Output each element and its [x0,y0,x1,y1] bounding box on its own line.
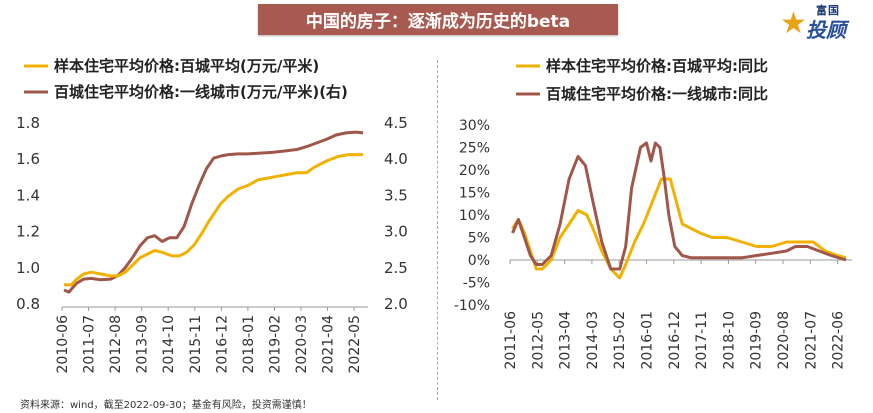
x-tick-label: 2022-05 [347,315,363,374]
x-tick-label: 2011-07 [82,315,98,374]
y-tick-label: 30% [459,118,490,134]
star-logo-icon: ★ [780,6,807,41]
x-tick-label: 2020-08 [776,311,792,370]
y-tick-label: 20% [459,163,490,179]
x-tick-label: 2018-10 [721,311,737,370]
y2-tick-label: 4.0 [384,150,408,168]
series-line-100city [64,153,364,287]
panel-divider [437,60,438,400]
chart-title: 中国的房子：逐渐成为历史的beta [305,12,571,32]
y2-tick-label: 2.5 [384,259,408,277]
x-tick-label: 2014-10 [161,315,177,374]
series-line-tier1-yoy [511,141,847,271]
series-line-tier1 [63,130,364,294]
y-tick-label: 1.6 [16,150,40,168]
x-tick-label: 2013-04 [558,311,574,370]
x-tick-label: 2016-01 [640,311,656,370]
x-tick-label: 2017-11 [694,311,710,370]
brand-logo: ★ 富国 投顾 [778,2,870,42]
x-tick-label: 2012-05 [530,311,546,370]
x-tick-label: 2013-09 [135,315,151,374]
x-tick-label: 2012-08 [108,315,124,374]
x-tick-label: 2019-09 [749,311,765,370]
legend-label: 百城住宅平均价格:一线城市:同比 [546,85,768,103]
x-tick-label: 2021-04 [321,315,337,374]
y2-tick-label: 2.0 [384,295,408,313]
y-tick-label: 1.0 [16,259,40,277]
y2-tick-label: 4.5 [384,114,408,132]
x-tick-label: 2011-06 [503,311,519,370]
legend-label: 百城住宅平均价格:一线城市(万元/平米)(右) [54,83,348,101]
series-line-100city-yoy [511,177,847,280]
y-tick-label: 15% [459,186,490,202]
x-tick-label: 2010-06 [55,315,71,374]
x-tick-label: 2021-07 [803,311,819,370]
chart-title-banner: 中国的房子：逐渐成为历史的beta [258,4,618,35]
y2-tick-label: 3.5 [384,186,408,204]
y-tick-label: 5% [468,231,490,247]
y-tick-label: 1.8 [16,114,40,132]
y-tick-label: 1.2 [16,223,40,241]
x-tick-label: 2020-03 [294,315,310,374]
brand-name-bottom: 投顾 [806,18,846,42]
y-tick-label: 1.4 [16,186,40,204]
x-tick-label: 2015-02 [612,311,628,370]
x-tick-label: 2018-01 [241,315,257,374]
legend-label: 样本住宅平均价格:百城平均(万元/平米) [54,57,319,75]
y-tick-label: 0% [468,253,490,269]
x-tick-label: 2014-03 [585,311,601,370]
x-tick-label: 2022-06 [831,311,847,370]
source-note: 资料来源：wind，截至2022-09-30；基金有风险，投资需谨慎！ [20,400,312,411]
brand-name-top: 富国 [816,4,840,17]
y2-tick-label: 3.0 [384,223,408,241]
y-tick-label: 0.8 [16,295,40,313]
y-tick-label: 10% [459,208,490,224]
legend-label: 样本住宅平均价格:百城平均:同比 [546,57,768,75]
y-tick-label: -10% [454,298,490,314]
x-tick-label: 2016-12 [667,311,683,370]
x-tick-label: 2016-12 [214,315,230,374]
x-tick-label: 2015-11 [188,315,204,374]
y-tick-label: -5% [463,276,490,292]
y-tick-label: 25% [459,141,490,157]
x-tick-label: 2019-02 [267,315,283,374]
